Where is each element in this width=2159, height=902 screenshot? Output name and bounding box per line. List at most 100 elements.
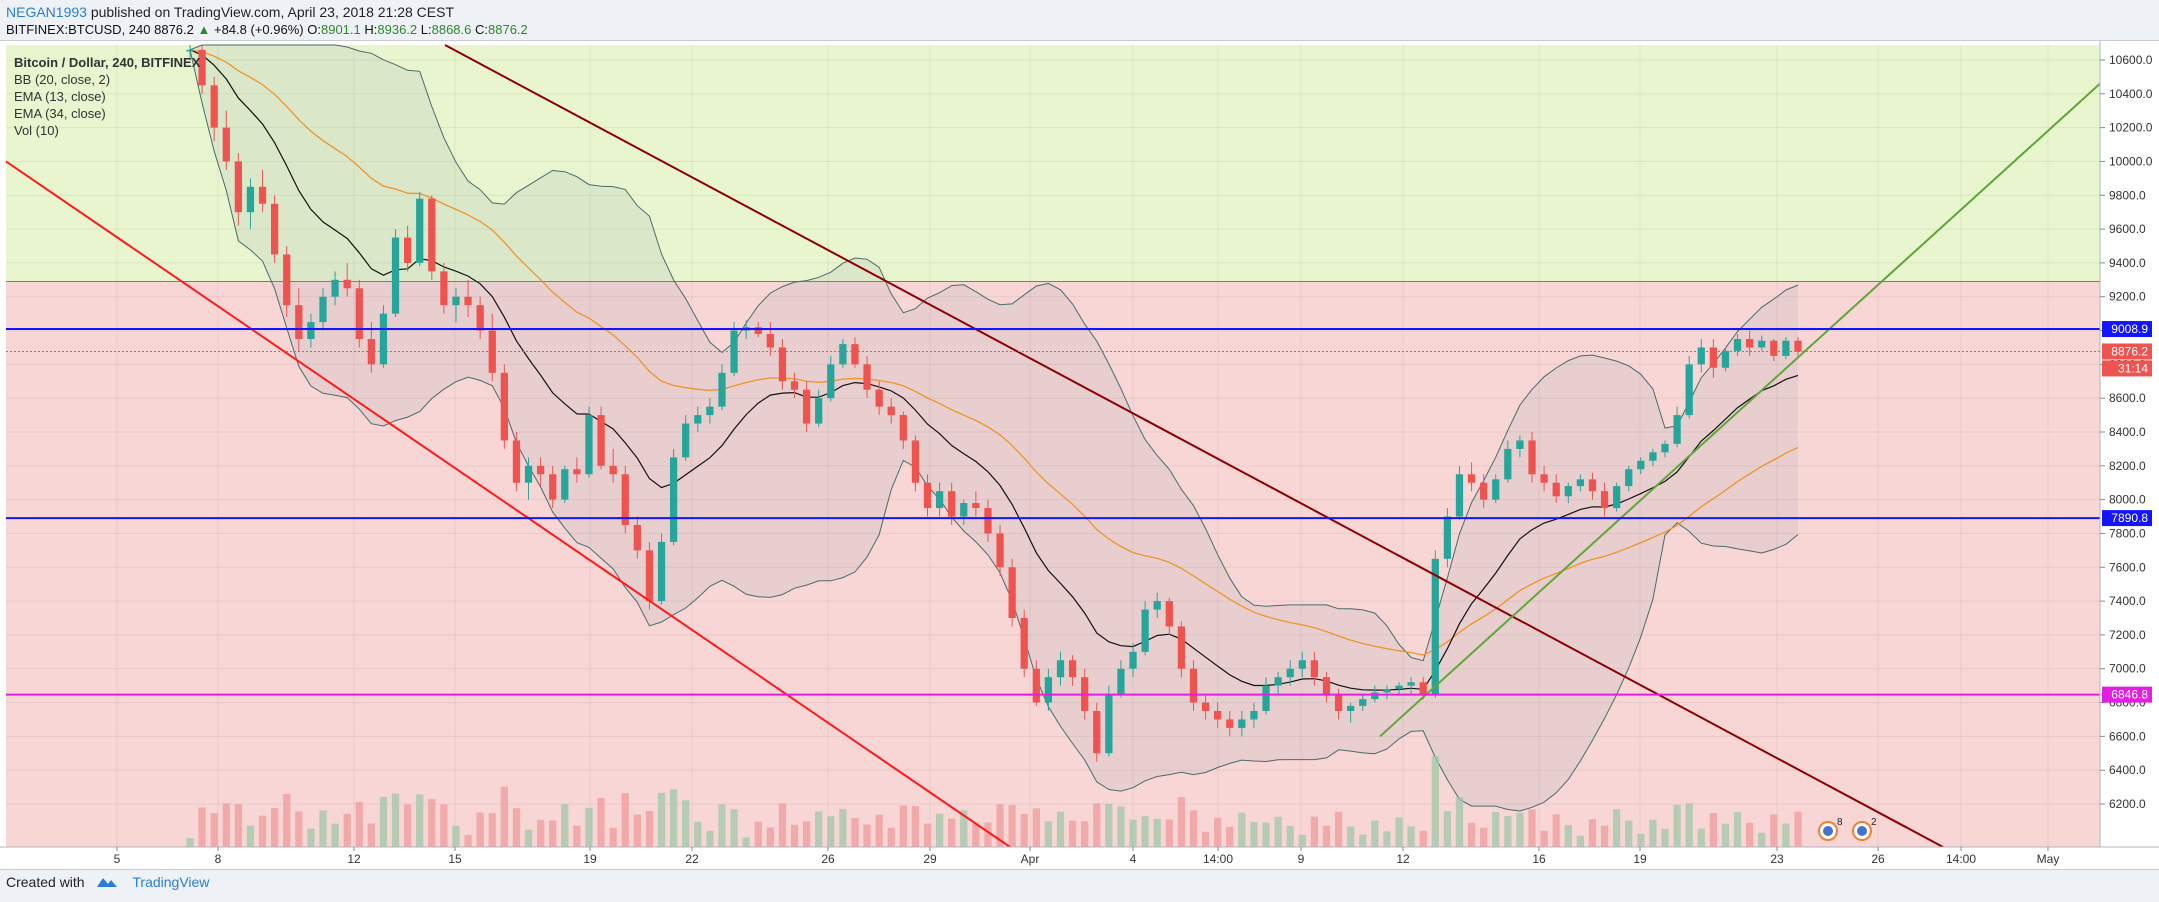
volume-bar xyxy=(536,819,545,847)
candle-body xyxy=(355,288,363,339)
price-tick-label: 6600.0 xyxy=(2109,729,2146,743)
candle-body xyxy=(996,533,1004,568)
author-link[interactable]: NEGAN1993 xyxy=(6,4,87,20)
price-label-box xyxy=(2102,321,2152,338)
candle-body xyxy=(1068,660,1077,678)
volume-bar xyxy=(730,809,738,847)
time-tick-label: 26 xyxy=(1871,852,1885,866)
candle-body xyxy=(609,465,617,475)
price-tick-label: 10200.0 xyxy=(2109,121,2153,135)
volume-bar xyxy=(863,824,871,847)
volume-bar xyxy=(198,807,206,847)
candle-body xyxy=(972,503,980,509)
candle-body xyxy=(827,364,835,399)
volume-bar xyxy=(1697,828,1705,847)
event-count: 2 xyxy=(1871,817,1877,828)
candle-body xyxy=(1189,668,1198,703)
price-label-box xyxy=(2102,686,2152,703)
volume-bar xyxy=(633,814,641,847)
open-value: 8901.1 xyxy=(320,22,361,37)
volume-bar xyxy=(1371,820,1379,847)
low-value: 8868.6 xyxy=(431,22,472,37)
tradingview-logo-icon xyxy=(96,875,118,892)
volume-bar xyxy=(815,811,823,847)
volume-bar xyxy=(1201,831,1210,847)
volume-bar xyxy=(1564,825,1572,847)
published-text: published on TradingView.com, April 23, … xyxy=(90,4,455,20)
candle-body xyxy=(1794,340,1802,352)
candle-body xyxy=(1661,443,1669,453)
price-tick-label: 7000.0 xyxy=(2109,662,2146,676)
volume-bar xyxy=(283,794,291,847)
volume-bar xyxy=(1733,812,1742,847)
candle-body xyxy=(682,423,690,458)
candle-body xyxy=(1347,705,1355,711)
bollinger-lower xyxy=(189,49,1799,812)
tradingview-link[interactable]: TradingView xyxy=(132,874,210,890)
legend-item-vol[interactable]: Vol (10) xyxy=(14,123,59,138)
candle-body xyxy=(391,237,400,314)
volume-bar xyxy=(694,821,702,847)
volume-bar xyxy=(500,786,508,847)
candle-body xyxy=(428,198,436,272)
candle-body xyxy=(1250,711,1258,720)
volume-bar xyxy=(234,804,242,847)
volume-bar xyxy=(887,827,895,847)
chart-area[interactable]: 6200.06400.06600.06800.07000.07200.07400… xyxy=(0,40,2159,870)
price-tick-label: 10400.0 xyxy=(2109,87,2153,101)
volume-bar xyxy=(319,810,327,847)
time-axis-panel xyxy=(0,847,2159,869)
candle-body xyxy=(1625,469,1633,487)
candle-body xyxy=(1443,516,1452,559)
legend-item-bb[interactable]: BB (20, close, 2) xyxy=(14,72,111,87)
volume-bar xyxy=(1419,830,1427,847)
candle-body xyxy=(1576,479,1585,487)
volume-bar xyxy=(827,816,835,847)
event-count: 8 xyxy=(1837,817,1843,828)
footer: Created with TradingView xyxy=(6,874,209,892)
candle-body xyxy=(271,203,279,255)
candle-body xyxy=(948,491,956,517)
legend-item-ema34[interactable]: EMA (34, close) xyxy=(14,106,106,121)
volume-bar xyxy=(1141,816,1149,847)
candle-body xyxy=(210,85,218,128)
legend-item-ema13[interactable]: EMA (13, close) xyxy=(14,89,106,104)
time-tick-label: 12 xyxy=(1396,852,1410,866)
price-tick-label: 7400.0 xyxy=(2109,594,2146,608)
volume-bar xyxy=(1226,826,1234,847)
volume-bar xyxy=(1286,825,1294,847)
price-tick-label: 6200.0 xyxy=(2109,797,2146,811)
legend-title: Bitcoin / Dollar, 240, BITFINEX xyxy=(14,55,201,70)
candle-body xyxy=(488,330,496,373)
price-chart[interactable]: 6200.06400.06600.06800.07000.07200.07400… xyxy=(0,41,2159,869)
volume-bar xyxy=(1455,797,1464,847)
candle-body xyxy=(1226,719,1234,728)
candle-body xyxy=(1274,677,1282,686)
open-label: O: xyxy=(307,22,321,37)
chart-legend: Bitcoin / Dollar, 240, BITFINEX BB (20, … xyxy=(14,54,200,139)
volume-bar xyxy=(911,806,920,847)
candle-body xyxy=(1770,340,1778,356)
flag-icon xyxy=(1823,826,1833,836)
candle-body xyxy=(633,525,641,551)
volume-bar xyxy=(621,793,629,847)
ema-13-line xyxy=(189,49,1799,691)
time-tick-label: 8 xyxy=(215,852,222,866)
candle-body xyxy=(935,491,944,509)
volume-bar xyxy=(416,794,424,847)
volume-bar xyxy=(1310,816,1319,847)
volume-bar xyxy=(1165,819,1173,847)
candle-body xyxy=(1298,660,1306,669)
volume-bar xyxy=(778,803,787,847)
candle-body xyxy=(1105,694,1113,754)
volume-bar xyxy=(367,823,375,847)
volume-bar xyxy=(440,804,448,847)
candle-body xyxy=(1383,689,1391,693)
volume-bar xyxy=(682,800,690,847)
volume-bar xyxy=(1298,834,1306,847)
candle-body xyxy=(452,296,460,306)
candle-body xyxy=(1044,677,1053,703)
bearish-zone xyxy=(6,281,2100,847)
volume-bar xyxy=(391,793,400,847)
candle-body xyxy=(1649,452,1657,461)
